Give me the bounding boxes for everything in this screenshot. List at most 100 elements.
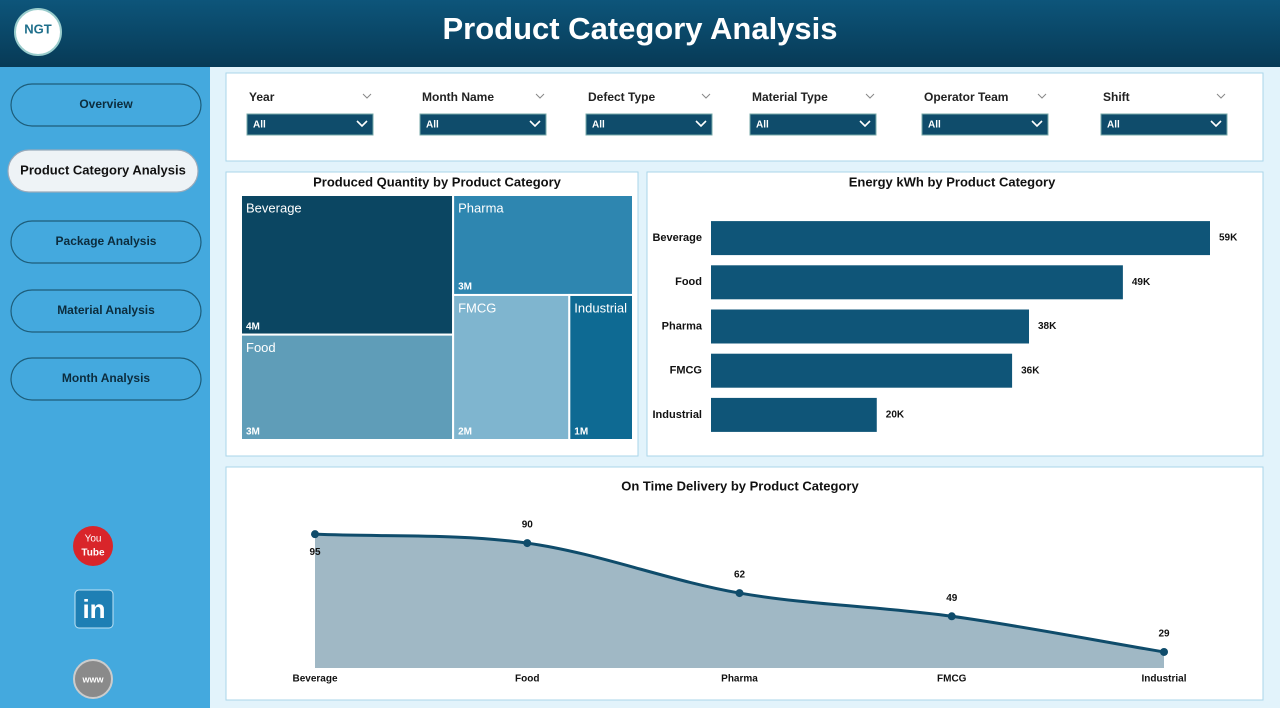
nav-button[interactable]	[7, 149, 199, 193]
youtube-icon[interactable]	[73, 526, 113, 566]
bar	[711, 265, 1123, 300]
data-label: 95	[309, 547, 321, 558]
filter-label: Defect Type	[588, 90, 655, 104]
tile-label: Food	[246, 340, 276, 355]
filter-label: Month Name	[422, 90, 494, 104]
chart-title: On Time Delivery by Product Category	[621, 478, 859, 493]
point	[735, 589, 744, 598]
filter-value: All	[1107, 120, 1120, 131]
data-label: 49K	[1132, 277, 1151, 288]
filter-dropdown[interactable]	[1100, 113, 1228, 136]
filter-dropdown[interactable]	[419, 113, 547, 136]
nav-button[interactable]	[10, 357, 202, 401]
point	[1160, 647, 1168, 656]
web-text: www	[81, 674, 104, 684]
filter-dropdown[interactable]	[246, 113, 374, 136]
tile-value: 3M	[458, 282, 472, 293]
chevron	[1210, 120, 1222, 128]
nav-button[interactable]	[10, 289, 202, 333]
chevron	[1031, 120, 1043, 128]
data-label: 59K	[1219, 233, 1238, 244]
point	[947, 612, 956, 621]
treemap-tile	[240, 194, 455, 336]
y-tick-label: Pharma	[662, 320, 703, 332]
point	[311, 530, 319, 539]
data-label: 36K	[1021, 365, 1040, 376]
filter-value: All	[928, 120, 941, 131]
tile-value: 2M	[458, 427, 472, 438]
page-title: Product Category Analysis	[442, 11, 837, 46]
filter-label: Year	[249, 90, 275, 104]
y-tick-label: FMCG	[670, 365, 702, 377]
nav-label: Month Analysis	[62, 371, 151, 385]
point	[523, 539, 532, 548]
y-tick-label: Industrial	[652, 409, 702, 421]
nav-label: Overview	[79, 97, 133, 111]
tile-value: 3M	[246, 427, 260, 438]
filter-dropdown[interactable]	[585, 113, 713, 136]
x-tick-label: Pharma	[721, 674, 758, 685]
chevron	[859, 120, 871, 128]
tile-value: 1M	[574, 427, 588, 438]
filter-label: Material Type	[752, 90, 828, 104]
treemap-tile	[452, 194, 634, 296]
chevron	[356, 120, 368, 128]
bar	[711, 397, 877, 432]
tile-label: FMCG	[458, 300, 496, 315]
logo	[14, 8, 62, 56]
tile-label: Pharma	[458, 200, 504, 215]
tile-label: Beverage	[246, 200, 302, 215]
filter-dropdown[interactable]	[921, 113, 1049, 136]
logo-text: NGT	[24, 21, 52, 36]
linkedin-text: in	[82, 594, 105, 624]
chevron	[1216, 93, 1226, 99]
y-tick-label: Beverage	[652, 232, 702, 244]
filter-value: All	[253, 120, 266, 131]
nav-button[interactable]	[10, 220, 202, 264]
header-bar	[0, 0, 1280, 67]
chevron	[529, 120, 541, 128]
data-label: 20K	[886, 410, 905, 421]
web-icon[interactable]	[73, 659, 113, 699]
chevron	[701, 93, 711, 99]
youtube-text: You	[85, 534, 102, 545]
y-tick-label: Food	[675, 276, 702, 288]
chart-title: Produced Quantity by Product Category	[313, 174, 562, 189]
linkedin-icon[interactable]	[74, 589, 114, 629]
treemap-tile	[240, 333, 455, 442]
chevron	[362, 93, 372, 99]
chevron	[695, 120, 707, 128]
chart-title: Energy kWh by Product Category	[849, 174, 1056, 189]
tile-value: 4M	[246, 321, 260, 332]
data-label: 29	[1158, 629, 1170, 640]
chevron	[865, 93, 875, 99]
bar	[711, 221, 1210, 256]
data-label: 49	[946, 593, 958, 604]
youtube-text: Tube	[81, 548, 105, 559]
filter-value: All	[426, 120, 439, 131]
nav-button[interactable]	[10, 83, 202, 127]
filter-panel	[225, 72, 1264, 162]
filter-label: Shift	[1103, 90, 1130, 104]
chevron	[1037, 93, 1047, 99]
bar	[711, 353, 1013, 388]
filter-label: Operator Team	[924, 90, 1008, 104]
filter-value: All	[592, 120, 605, 131]
nav-label: Package Analysis	[56, 234, 157, 248]
tile-label: Industrial	[574, 300, 627, 315]
filter-value: All	[756, 120, 769, 131]
area	[315, 534, 1164, 668]
x-tick-label: Beverage	[292, 674, 337, 685]
filter-dropdown[interactable]	[749, 113, 877, 136]
nav-label: Material Analysis	[57, 303, 155, 317]
chevron	[535, 93, 545, 99]
x-tick-label: Food	[515, 674, 539, 685]
treemap-tile	[452, 293, 571, 441]
x-tick-label: Industrial	[1141, 674, 1186, 685]
data-label: 62	[734, 570, 746, 581]
nav-label: Product Category Analysis	[20, 162, 186, 177]
data-label: 90	[522, 520, 534, 531]
x-tick-label: FMCG	[937, 674, 967, 685]
